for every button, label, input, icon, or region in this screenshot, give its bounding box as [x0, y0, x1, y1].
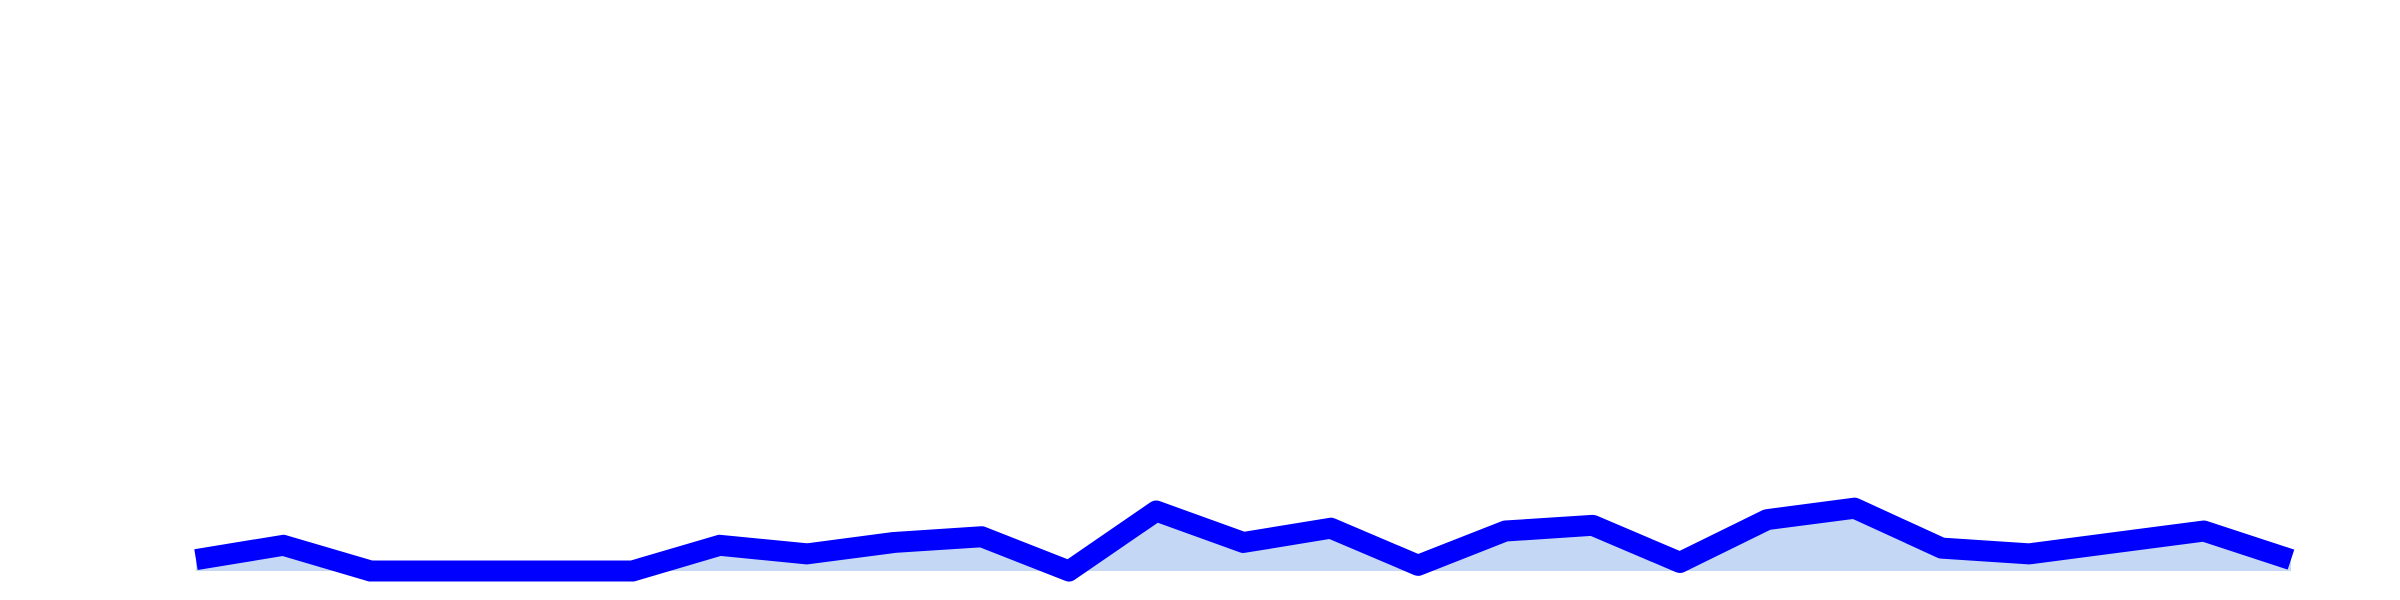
line	[194, 497, 2295, 582]
